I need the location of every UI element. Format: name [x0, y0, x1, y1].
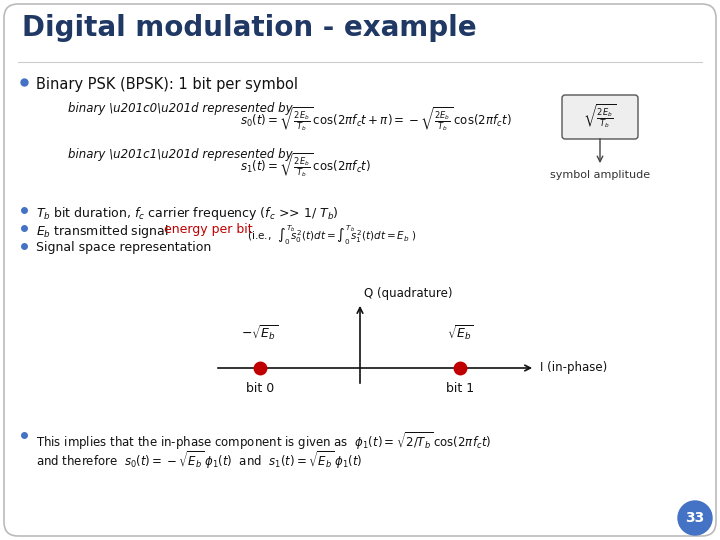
Text: bit 1: bit 1: [446, 382, 474, 395]
Text: 33: 33: [685, 511, 705, 525]
Text: I (in-phase): I (in-phase): [540, 361, 607, 375]
Text: symbol amplitude: symbol amplitude: [550, 170, 650, 180]
Text: $-\sqrt{E_b}$: $-\sqrt{E_b}$: [241, 324, 279, 343]
FancyBboxPatch shape: [4, 4, 716, 536]
Text: $\sqrt{\frac{2E_b}{T_b}}$: $\sqrt{\frac{2E_b}{T_b}}$: [583, 103, 616, 131]
Text: bit 0: bit 0: [246, 382, 274, 395]
Text: This implies that the in-phase component is given as  $\phi_1(t) = \sqrt{2/T_b}\: This implies that the in-phase component…: [36, 430, 491, 451]
Text: $s_1(t) = \sqrt{\frac{2E_b}{T_b}}\,\cos(2\pi f_c t)$: $s_1(t) = \sqrt{\frac{2E_b}{T_b}}\,\cos(…: [240, 152, 371, 180]
Text: binary \u201c0\u201d represented by: binary \u201c0\u201d represented by: [68, 102, 292, 115]
Text: binary \u201c1\u201d represented by: binary \u201c1\u201d represented by: [68, 148, 292, 161]
Text: $\sqrt{E_b}$: $\sqrt{E_b}$: [446, 324, 474, 343]
Text: and therefore  $s_0(t) = -\sqrt{E_b}\,\phi_1(t)$  and  $s_1(t) = \sqrt{E_b}\,\ph: and therefore $s_0(t) = -\sqrt{E_b}\,\ph…: [36, 449, 362, 470]
Text: $s_0(t) = \sqrt{\frac{2E_b}{T_b}}\,\cos(2\pi f_c t+\pi) = -\sqrt{\frac{2E_b}{T_b: $s_0(t) = \sqrt{\frac{2E_b}{T_b}}\,\cos(…: [240, 106, 512, 134]
Text: Q (quadrature): Q (quadrature): [364, 287, 452, 300]
Text: $E_b$ transmitted signal: $E_b$ transmitted signal: [36, 223, 170, 240]
Text: Signal space representation: Signal space representation: [36, 241, 211, 254]
Text: (i.e.,  $\int_0^{T_b}\!\!s_0^2(t)dt = \int_0^{T_b}\!\!s_1^2(t)dt = E_b$ ): (i.e., $\int_0^{T_b}\!\!s_0^2(t)dt = \in…: [244, 223, 417, 247]
FancyBboxPatch shape: [562, 95, 638, 139]
Circle shape: [678, 501, 712, 535]
Text: Binary PSK (BPSK): 1 bit per symbol: Binary PSK (BPSK): 1 bit per symbol: [36, 77, 298, 92]
Text: $T_b$ bit duration, $f_c$ carrier frequency ($f_c$ >> 1/ $T_b$): $T_b$ bit duration, $f_c$ carrier freque…: [36, 205, 338, 222]
Text: energy per bit: energy per bit: [164, 223, 253, 236]
Text: Digital modulation - example: Digital modulation - example: [22, 14, 477, 42]
